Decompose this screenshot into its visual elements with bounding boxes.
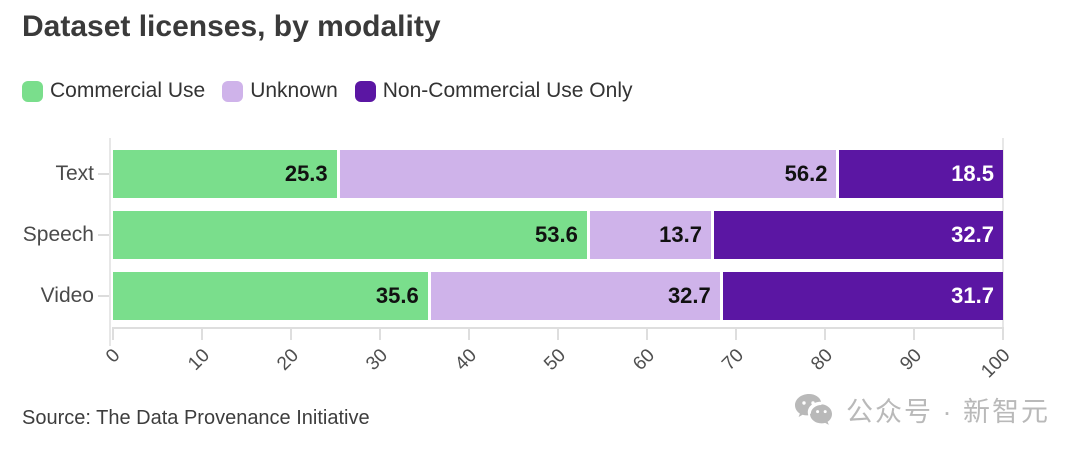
bar-value-label: 31.7 <box>951 283 994 308</box>
legend-label: Unknown <box>250 79 338 102</box>
category-tick <box>98 173 109 175</box>
x-tick-label-text: 20 <box>273 345 303 375</box>
bar-segment-text-commercial-use: 25.3 <box>113 150 337 198</box>
x-tick <box>201 327 203 340</box>
x-tick <box>112 327 114 340</box>
x-tick-label-text: 10 <box>184 345 214 375</box>
y-axis-line <box>109 138 111 346</box>
bar-value-label: 13.7 <box>659 222 702 247</box>
x-tick <box>379 327 381 340</box>
x-tick-label-text: 0 <box>102 345 125 368</box>
bar-row-text: 25.3 56.2 18.5 <box>113 150 1004 198</box>
bar-segment-text-unknown: 56.2 <box>339 150 837 198</box>
bar-segment-video-non-commercial-use-only: 31.7 <box>722 272 1003 320</box>
legend-item-commercial-use: Commercial Use <box>22 79 205 103</box>
chart-title: Dataset licenses, by modality <box>22 10 441 43</box>
x-tick <box>735 327 737 340</box>
bar-row-video: 35.6 32.7 31.7 <box>113 272 1003 320</box>
x-tick-label-text: 80 <box>807 345 837 375</box>
x-tick <box>824 327 826 340</box>
x-tick-label-text: 30 <box>362 345 392 375</box>
bar-segment-text-non-commercial-use-only: 18.5 <box>839 150 1004 198</box>
legend-swatch-commercial-use <box>22 80 43 102</box>
bar-value-label: 53.6 <box>535 222 578 247</box>
x-tick-label-text: 70 <box>718 345 748 375</box>
bar-value-label: 35.6 <box>375 283 419 308</box>
source-caption: Source: The Data Provenance Initiative <box>22 407 370 429</box>
watermark-text: 公众号 · 新智元 <box>846 397 1050 427</box>
category-label-video: Video <box>40 284 94 307</box>
legend: Commercial Use Unknown Non-Commercial Use … <box>22 79 633 103</box>
bar-segment-video-commercial-use: 35.6 <box>113 272 428 320</box>
bar-segment-speech-unknown: 13.7 <box>589 211 711 259</box>
x-tick <box>913 327 915 340</box>
x-tick <box>1002 327 1004 340</box>
bar-value-label: 32.7 <box>951 222 994 247</box>
legend-label: Non-Commercial Use Only <box>382 79 633 102</box>
x-tick-label-text: 50 <box>540 345 570 375</box>
category-label-speech: Speech <box>22 223 94 246</box>
wechat-icon <box>795 393 832 425</box>
x-tick <box>290 327 292 340</box>
legend-swatch-unknown <box>222 80 244 102</box>
x-tick-label-text: 40 <box>451 345 481 375</box>
bar-value-label: 32.7 <box>667 283 711 308</box>
x-tick-label-text: 100 <box>977 345 1015 383</box>
bar-segment-video-unknown: 32.7 <box>430 272 720 320</box>
x-tick <box>557 327 559 340</box>
x-tick <box>646 327 648 340</box>
legend-swatch-non-commercial-use-only <box>354 80 376 102</box>
gridline-100 <box>1002 138 1004 327</box>
bar-value-label: 18.5 <box>951 161 995 186</box>
bar-segment-speech-commercial-use: 53.6 <box>113 211 587 259</box>
legend-item-unknown: Unknown <box>222 79 338 103</box>
x-tick-label-text: 90 <box>896 345 926 375</box>
bar-row-speech: 53.6 13.7 32.7 <box>113 211 1003 259</box>
legend-item-non-commercial-use-only: Non-Commercial Use Only <box>354 79 633 103</box>
bar-value-label: 56.2 <box>784 161 828 186</box>
category-tick <box>98 295 109 297</box>
watermark: 公众号 · 新智元 <box>792 390 1050 429</box>
category-label-text: Text <box>55 162 94 185</box>
x-tick-label-text: 60 <box>629 345 659 375</box>
legend-label: Commercial Use <box>50 79 206 102</box>
bar-segment-speech-non-commercial-use-only: 32.7 <box>713 211 1003 259</box>
category-tick <box>98 234 109 236</box>
x-tick <box>468 327 470 340</box>
bar-value-label: 25.3 <box>284 161 328 186</box>
